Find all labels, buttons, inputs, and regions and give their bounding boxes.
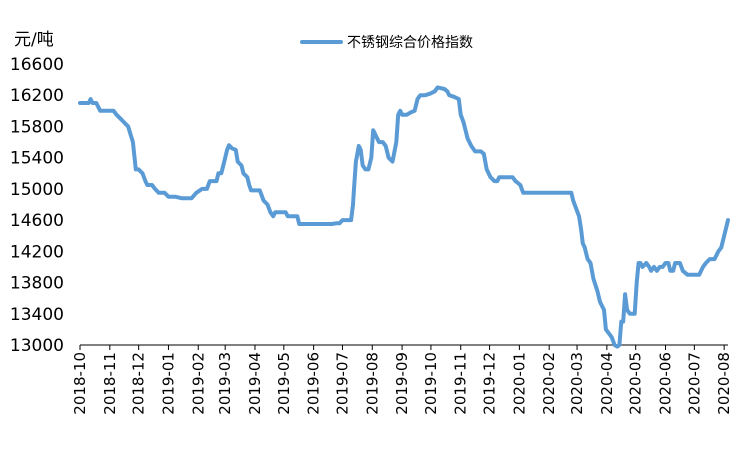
- y-tick-label: 13400: [10, 305, 64, 325]
- y-axis-ticks: 13000 13400 13800 14200 14600 15000 15400 15800…: [10, 55, 64, 356]
- x-tick-label: 2019-06: [305, 352, 323, 415]
- y-tick-label: 14600: [10, 211, 64, 231]
- y-unit-label: 元/吨: [14, 30, 54, 50]
- x-tick-label: 2019-04: [246, 352, 264, 415]
- x-tick-label: 2020-03: [568, 352, 586, 415]
- y-tick-label: 15400: [10, 149, 64, 169]
- y-tick-label: 15000: [10, 180, 64, 200]
- x-tick-label: 2018-10: [71, 352, 89, 415]
- x-tick-label: 2020-07: [685, 352, 703, 415]
- y-tick-label: 13800: [10, 274, 64, 294]
- x-tick-label: 2020-06: [657, 352, 675, 415]
- x-tick-label: 2019-01: [159, 352, 177, 415]
- y-tick-label: 16200: [10, 86, 64, 106]
- x-tick-label: 2019-02: [189, 352, 207, 415]
- x-tick-label: 2018-12: [130, 352, 148, 415]
- x-tick-label: 2020-08: [715, 352, 733, 415]
- legend: 不锈钢综合价格指数: [300, 35, 473, 51]
- y-tick-label: 15800: [10, 117, 64, 137]
- x-tick-label: 2019-10: [422, 352, 440, 415]
- x-tick-label: 2019-08: [363, 352, 381, 415]
- y-tick-label: 14200: [10, 242, 64, 262]
- x-tick-label: 2018-11: [101, 352, 119, 415]
- x-tick-label: 2019-09: [393, 352, 411, 415]
- x-axis-ticks: 2018-10 2018-11 2018-12 2019-01 2019-02 2019-…: [71, 345, 733, 415]
- x-tick-label: 2020-01: [510, 352, 528, 415]
- x-tick-label: 2020-04: [598, 352, 616, 415]
- y-tick-label: 16600: [10, 55, 64, 75]
- legend-label: 不锈钢综合价格指数: [347, 35, 473, 51]
- x-tick-label: 2019-12: [481, 352, 499, 415]
- series-line-stainless-steel-index: [78, 85, 730, 349]
- x-tick-label: 2019-03: [216, 352, 234, 415]
- x-tick-label: 2019-05: [275, 352, 293, 415]
- x-tick-label: 2020-05: [627, 352, 645, 415]
- y-tick-label: 13000: [10, 336, 64, 356]
- x-tick-label: 2019-11: [452, 352, 470, 415]
- x-tick-label: 2019-07: [333, 352, 351, 415]
- x-tick-label: 2020-02: [540, 352, 558, 415]
